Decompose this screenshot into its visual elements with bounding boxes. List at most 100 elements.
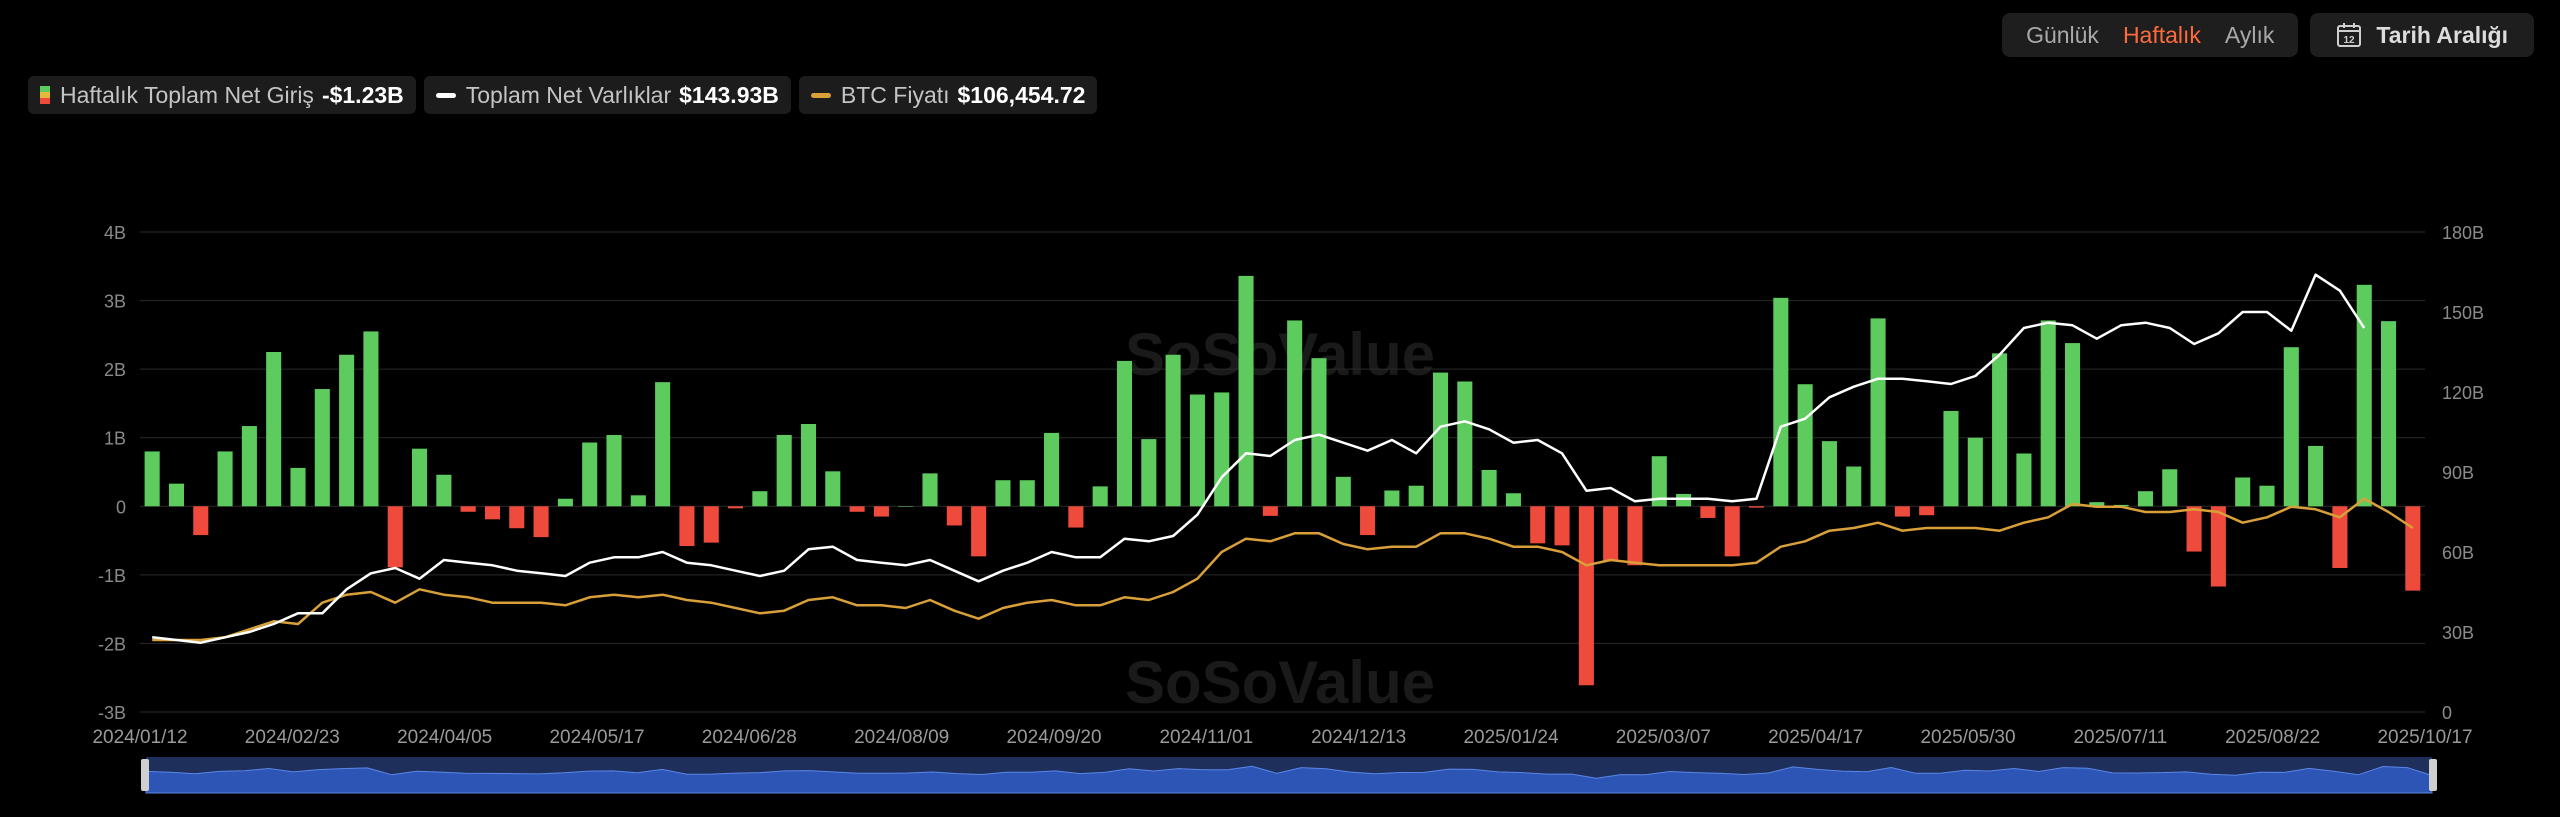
inflow-bar — [363, 331, 379, 507]
date-range-label: Tarih Aralığı — [2376, 21, 2508, 48]
navigator-handle-left[interactable] — [141, 759, 149, 791]
inflow-bar — [339, 354, 355, 507]
inflow-bar — [2405, 506, 2421, 591]
y-right-tick-label: 90B — [2442, 463, 2474, 483]
tab-monthly[interactable]: Aylık — [2224, 21, 2275, 48]
inflow-bar — [606, 434, 622, 507]
inflow-bar — [1019, 480, 1035, 507]
legend-label: BTC Fiyatı — [840, 81, 950, 108]
inflow-bar — [2259, 485, 2275, 507]
x-tick-label: 2024/02/23 — [245, 727, 340, 748]
inflow-bar — [1919, 506, 1935, 516]
legend-line-swatch — [810, 92, 831, 98]
tab-daily[interactable]: Günlük — [2026, 21, 2099, 48]
x-tick-label: 2024/09/20 — [1006, 727, 1101, 748]
inflow-bar — [1092, 486, 1108, 507]
navigator-series — [145, 765, 2433, 794]
inflow-bar — [2016, 453, 2032, 507]
inflow-bar — [898, 506, 914, 507]
inflow-bar — [1748, 506, 1765, 508]
inflow-bar — [1821, 441, 1837, 507]
legend: Haftalık Toplam Net Giriş -$1.23B Toplam… — [28, 76, 1098, 114]
inflow-bar — [1189, 394, 1205, 507]
inflow-bar — [1408, 485, 1424, 507]
period-selector: Günlük Haftalık Aylık — [2002, 13, 2299, 57]
legend-line-swatch — [435, 92, 456, 98]
inflow-bar — [193, 506, 209, 536]
inflow-bar — [144, 451, 160, 507]
x-tick-label: 2024/12/13 — [1311, 727, 1406, 748]
x-tick-label: 2025/10/17 — [2377, 727, 2472, 748]
inflow-bar — [412, 448, 428, 507]
inflow-bar — [2186, 506, 2202, 552]
x-tick-label: 2025/05/30 — [1920, 727, 2015, 748]
inflow-bar — [2356, 284, 2372, 507]
x-tick-label: 2025/08/22 — [2225, 727, 2320, 748]
x-tick-label: 2024/01/12 — [92, 727, 187, 748]
x-tick-label: 2024/11/01 — [1159, 727, 1253, 748]
inflow-bar — [1724, 506, 1740, 557]
y-right-tick-label: 0 — [2442, 703, 2452, 723]
inflow-bar — [2308, 445, 2324, 507]
inflow-bar — [752, 491, 768, 507]
y-right-tick-label: 60B — [2442, 543, 2474, 563]
inflow-bar — [1700, 506, 1716, 518]
inflow-bar — [1481, 469, 1497, 507]
inflow-bar — [1651, 456, 1667, 507]
inflow-bar — [1432, 372, 1449, 507]
inflow-bar — [1116, 360, 1133, 507]
y-right-tick-label: 30B — [2442, 623, 2474, 643]
inflow-bar — [825, 471, 841, 507]
navigator-handle-right[interactable] — [2429, 759, 2437, 791]
inflow-bar — [971, 506, 987, 557]
inflow-bar — [1238, 275, 1254, 507]
inflow-bar — [1311, 358, 1327, 507]
legend-net-assets[interactable]: Toplam Net Varlıklar $143.93B — [423, 76, 791, 114]
inflow-bar — [776, 434, 792, 507]
inflow-bar — [679, 506, 695, 547]
tab-weekly[interactable]: Haftalık — [2122, 21, 2201, 48]
x-tick-label: 2025/07/11 — [2073, 727, 2167, 748]
inflow-bar — [800, 424, 817, 507]
legend-bar-swatch — [40, 86, 50, 104]
y-left-tick-label: -3B — [98, 703, 126, 723]
legend-net-inflow[interactable]: Haftalık Toplam Net Giriş -$1.23B — [28, 76, 416, 114]
x-tick-label: 2024/08/09 — [854, 727, 949, 748]
legend-btc-price[interactable]: BTC Fiyatı $106,454.72 — [798, 76, 1098, 114]
inflow-bar — [1262, 506, 1278, 516]
calendar-icon: 12 — [2337, 23, 2362, 47]
inflow-bar — [1846, 466, 1862, 507]
inflow-bar — [1967, 437, 1983, 507]
inflow-bar — [1287, 320, 1303, 507]
legend-label: Haftalık Toplam Net Giriş — [60, 81, 314, 108]
inflow-bar — [1943, 410, 1959, 507]
inflow-bar — [922, 473, 938, 507]
inflow-bar — [849, 506, 865, 512]
inflow-bar — [557, 498, 573, 507]
inflow-bar — [2381, 321, 2397, 507]
inflow-bar — [2235, 477, 2251, 507]
y-right-tick-label: 150B — [2442, 303, 2484, 323]
inflow-bar — [2283, 347, 2299, 507]
inflow-bar — [2089, 502, 2105, 507]
inflow-bar — [314, 389, 330, 507]
inflow-bar — [1603, 506, 1619, 562]
inflow-bar — [290, 467, 306, 507]
inflow-bar — [1870, 318, 1886, 507]
inflow-bar — [1068, 506, 1084, 528]
legend-label: Toplam Net Varlıklar — [465, 81, 672, 108]
inflow-bar — [2064, 343, 2081, 507]
x-tick-label: 2025/03/07 — [1616, 727, 1711, 748]
legend-value: -$1.23B — [321, 81, 404, 108]
calendar-day: 12 — [2344, 35, 2356, 46]
date-range-button[interactable]: 12 Tarih Aralığı — [2310, 13, 2534, 57]
inflow-bar — [1360, 506, 1376, 536]
inflow-bar — [946, 506, 962, 526]
toolbar: Günlük Haftalık Aylık 12 Tarih Aralığı — [2002, 13, 2534, 57]
inflow-bar — [1676, 493, 1692, 507]
inflow-bar — [1335, 476, 1351, 507]
inflow-bar — [1894, 506, 1910, 517]
inflow-bar — [873, 506, 889, 517]
inflow-bar — [703, 506, 719, 543]
net-assets-line — [152, 273, 2366, 644]
